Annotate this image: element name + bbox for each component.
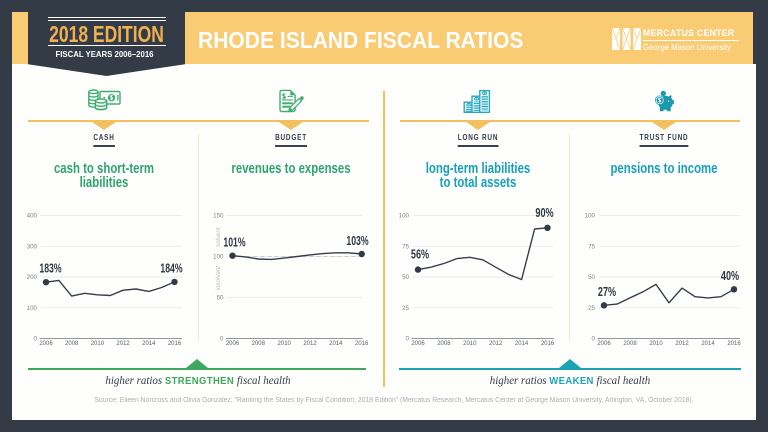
svg-text:2006: 2006 [597, 341, 611, 347]
svg-text:2012: 2012 [303, 341, 317, 347]
svg-text:2008: 2008 [623, 341, 637, 347]
svg-text:2006: 2006 [226, 341, 240, 347]
svg-text:2006: 2006 [411, 341, 425, 347]
svg-text:solvent: solvent [215, 227, 222, 247]
svg-text:103%: 103% [346, 234, 368, 248]
svg-text:184%: 184% [160, 262, 182, 276]
svg-text:183%: 183% [39, 262, 61, 276]
svg-text:2012: 2012 [675, 341, 689, 347]
svg-text:2014: 2014 [701, 341, 715, 347]
svg-text:90%: 90% [535, 207, 553, 221]
svg-text:2014: 2014 [329, 341, 343, 347]
svg-text:2010: 2010 [463, 341, 477, 347]
svg-text:2016: 2016 [355, 341, 369, 347]
svg-text:300: 300 [27, 244, 38, 251]
svg-text:2008: 2008 [65, 341, 79, 347]
svg-text:150: 150 [213, 213, 224, 220]
svg-text:0: 0 [220, 336, 224, 343]
svg-text:2008: 2008 [437, 341, 451, 347]
svg-text:100: 100 [399, 213, 410, 220]
svg-text:2006: 2006 [39, 341, 53, 347]
svg-text:2008: 2008 [252, 341, 266, 347]
svg-text:100: 100 [585, 213, 596, 220]
svg-text:75: 75 [402, 244, 409, 251]
svg-text:50: 50 [217, 295, 224, 302]
svg-text:25: 25 [588, 305, 595, 312]
svg-text:56%: 56% [411, 248, 429, 262]
svg-text:400: 400 [27, 213, 38, 220]
svg-text:0: 0 [406, 336, 410, 343]
svg-text:2012: 2012 [489, 341, 503, 347]
svg-text:2012: 2012 [116, 341, 130, 347]
svg-text:200: 200 [27, 274, 38, 281]
svg-text:2016: 2016 [541, 341, 555, 347]
svg-text:2010: 2010 [649, 341, 663, 347]
svg-text:0: 0 [592, 336, 596, 343]
svg-text:100: 100 [27, 305, 38, 312]
svg-text:2010: 2010 [91, 341, 105, 347]
svg-text:2014: 2014 [142, 341, 156, 347]
svg-text:insolvent: insolvent [215, 266, 222, 291]
svg-text:27%: 27% [598, 286, 616, 300]
svg-text:0: 0 [34, 336, 38, 343]
svg-text:2010: 2010 [278, 341, 292, 347]
svg-text:2016: 2016 [168, 341, 182, 347]
svg-text:2014: 2014 [515, 341, 529, 347]
svg-text:75: 75 [588, 244, 595, 251]
svg-text:2016: 2016 [727, 341, 741, 347]
svg-text:50: 50 [588, 274, 595, 281]
svg-text:40%: 40% [721, 270, 739, 284]
svg-text:101%: 101% [223, 236, 245, 250]
svg-text:50: 50 [402, 274, 409, 281]
svg-text:25: 25 [402, 305, 409, 312]
svg-text:100: 100 [213, 254, 224, 261]
